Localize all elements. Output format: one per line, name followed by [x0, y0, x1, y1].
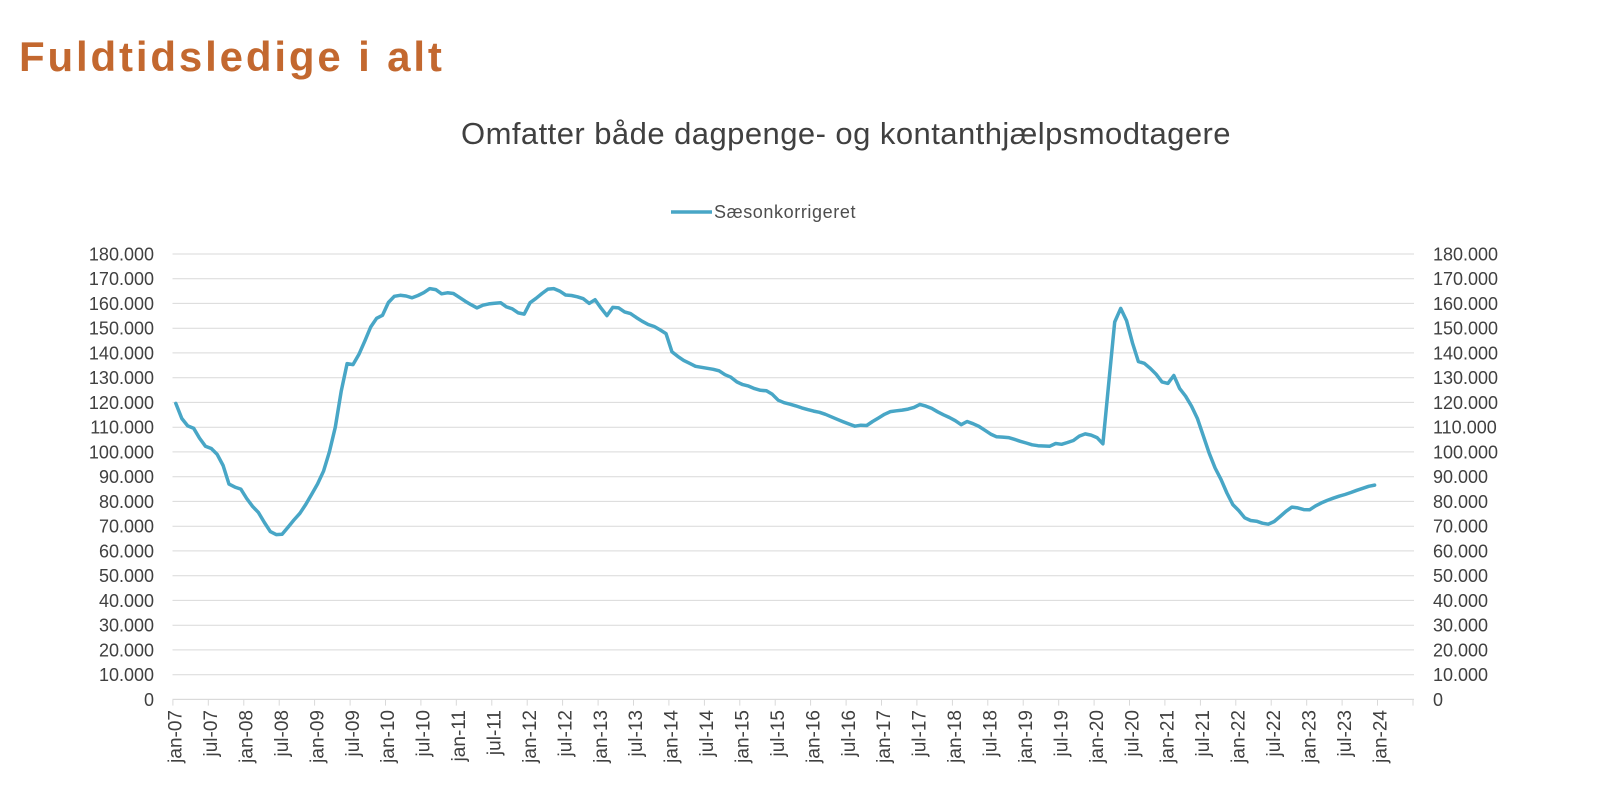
- svg-text:jul-21: jul-21: [1193, 710, 1214, 757]
- svg-text:jul-08: jul-08: [272, 710, 293, 757]
- svg-text:90.000: 90.000: [99, 467, 154, 487]
- svg-text:jul-16: jul-16: [839, 710, 860, 757]
- svg-text:40.000: 40.000: [1433, 591, 1488, 611]
- svg-text:jan-10: jan-10: [378, 710, 399, 764]
- svg-text:jan-13: jan-13: [591, 710, 612, 764]
- svg-text:70.000: 70.000: [1433, 517, 1488, 537]
- svg-text:150.000: 150.000: [89, 319, 154, 339]
- svg-text:jan-23: jan-23: [1299, 710, 1320, 764]
- svg-text:0: 0: [1433, 690, 1443, 710]
- svg-text:180.000: 180.000: [89, 245, 154, 265]
- svg-text:jul-20: jul-20: [1122, 710, 1143, 757]
- svg-text:20.000: 20.000: [99, 640, 154, 660]
- svg-text:10.000: 10.000: [99, 665, 154, 685]
- svg-text:jul-23: jul-23: [1335, 710, 1356, 757]
- svg-text:10.000: 10.000: [1433, 665, 1488, 685]
- svg-text:180.000: 180.000: [1433, 245, 1498, 265]
- svg-text:jan-12: jan-12: [520, 710, 541, 764]
- svg-text:90.000: 90.000: [1433, 467, 1488, 487]
- svg-text:50.000: 50.000: [1433, 566, 1488, 586]
- svg-text:jan-17: jan-17: [874, 710, 895, 764]
- svg-text:120.000: 120.000: [1433, 393, 1498, 413]
- svg-text:jan-18: jan-18: [945, 710, 966, 764]
- svg-text:160.000: 160.000: [89, 294, 154, 314]
- svg-text:jul-09: jul-09: [343, 710, 364, 757]
- svg-text:60.000: 60.000: [99, 541, 154, 561]
- svg-text:jan-16: jan-16: [803, 710, 824, 764]
- svg-text:jan-14: jan-14: [662, 710, 683, 764]
- svg-text:jul-18: jul-18: [981, 710, 1002, 757]
- svg-text:40.000: 40.000: [99, 591, 154, 611]
- svg-text:70.000: 70.000: [99, 517, 154, 537]
- svg-text:170.000: 170.000: [89, 269, 154, 289]
- svg-text:jul-15: jul-15: [768, 710, 789, 757]
- svg-text:jan-07: jan-07: [166, 710, 187, 764]
- svg-text:60.000: 60.000: [1433, 541, 1488, 561]
- svg-text:jan-19: jan-19: [1016, 710, 1037, 764]
- svg-text:jul-13: jul-13: [626, 710, 647, 757]
- svg-text:30.000: 30.000: [1433, 616, 1488, 636]
- svg-text:jul-07: jul-07: [201, 710, 222, 757]
- svg-text:170.000: 170.000: [1433, 269, 1498, 289]
- svg-text:jan-22: jan-22: [1229, 710, 1250, 764]
- svg-text:160.000: 160.000: [1433, 294, 1498, 314]
- svg-text:130.000: 130.000: [1433, 368, 1498, 388]
- svg-text:110.000: 110.000: [1433, 418, 1497, 438]
- svg-text:30.000: 30.000: [99, 616, 154, 636]
- svg-text:20.000: 20.000: [1433, 640, 1488, 660]
- svg-text:80.000: 80.000: [99, 492, 154, 512]
- svg-text:jan-15: jan-15: [733, 710, 754, 764]
- svg-text:110.000: 110.000: [90, 418, 154, 438]
- svg-text:jul-19: jul-19: [1051, 710, 1072, 757]
- svg-text:100.000: 100.000: [89, 442, 154, 462]
- svg-text:jul-11: jul-11: [485, 710, 506, 756]
- svg-text:jan-20: jan-20: [1087, 710, 1108, 764]
- svg-text:jan-09: jan-09: [307, 710, 328, 764]
- svg-text:jul-12: jul-12: [555, 710, 576, 757]
- svg-text:0: 0: [144, 690, 154, 710]
- svg-text:jul-14: jul-14: [697, 710, 718, 758]
- svg-text:140.000: 140.000: [1433, 343, 1498, 363]
- svg-text:140.000: 140.000: [89, 343, 154, 363]
- svg-text:130.000: 130.000: [89, 368, 154, 388]
- svg-text:80.000: 80.000: [1433, 492, 1488, 512]
- svg-text:150.000: 150.000: [1433, 319, 1498, 339]
- svg-text:jan-21: jan-21: [1158, 710, 1179, 764]
- svg-text:100.000: 100.000: [1433, 442, 1498, 462]
- svg-text:120.000: 120.000: [89, 393, 154, 413]
- svg-text:Sæsonkorrigeret: Sæsonkorrigeret: [714, 202, 856, 222]
- svg-text:50.000: 50.000: [99, 566, 154, 586]
- svg-text:jan-24: jan-24: [1370, 710, 1391, 764]
- svg-text:jul-17: jul-17: [910, 710, 931, 757]
- svg-text:jul-22: jul-22: [1264, 710, 1285, 757]
- svg-text:jan-08: jan-08: [237, 710, 258, 764]
- svg-text:jul-10: jul-10: [414, 710, 435, 757]
- svg-text:jan-11: jan-11: [449, 710, 470, 762]
